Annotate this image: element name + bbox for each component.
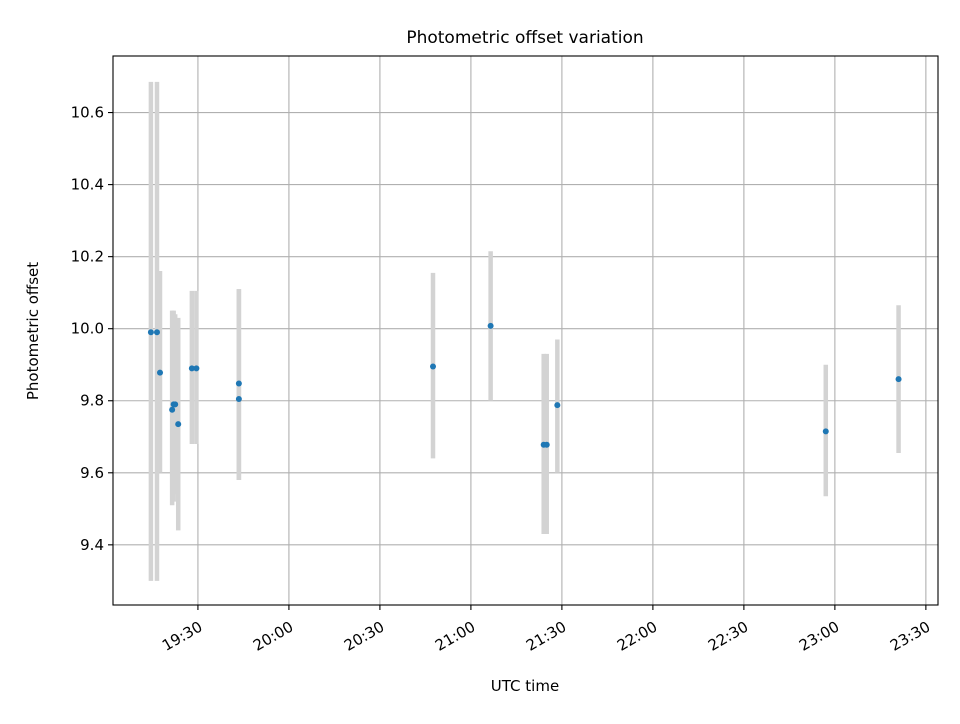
y-tick-label: 9.4	[80, 536, 104, 554]
data-points	[147, 322, 902, 448]
y-tick-label: 10.6	[71, 104, 104, 122]
y-axis-label: Photometric offset	[24, 262, 42, 400]
data-point	[895, 376, 902, 383]
data-point	[235, 380, 242, 387]
chart-title: Photometric offset variation	[406, 28, 643, 48]
data-point	[147, 329, 154, 336]
data-point	[554, 402, 561, 409]
y-tick-label: 10.4	[71, 176, 104, 194]
data-point	[172, 401, 179, 408]
y-axis-ticks: 9.4 9.6 9.8 10.0 10.2 10.4 10.6	[71, 104, 113, 554]
data-point	[153, 329, 160, 336]
data-point	[188, 365, 195, 372]
data-point	[175, 421, 182, 428]
data-point	[193, 365, 200, 372]
data-point	[157, 369, 164, 376]
y-tick-label: 10.0	[71, 320, 104, 338]
grid	[113, 56, 938, 605]
data-point	[429, 363, 436, 370]
y-tick-label: 9.8	[80, 392, 104, 410]
y-tick-label: 10.2	[71, 248, 104, 266]
data-point	[169, 406, 176, 413]
data-point	[487, 322, 494, 329]
data-point	[822, 428, 829, 435]
data-point	[543, 441, 550, 448]
data-point	[235, 395, 242, 402]
y-tick-label: 9.6	[80, 464, 104, 482]
plot-frame	[112, 55, 939, 606]
x-axis-label: UTC time	[491, 677, 559, 695]
